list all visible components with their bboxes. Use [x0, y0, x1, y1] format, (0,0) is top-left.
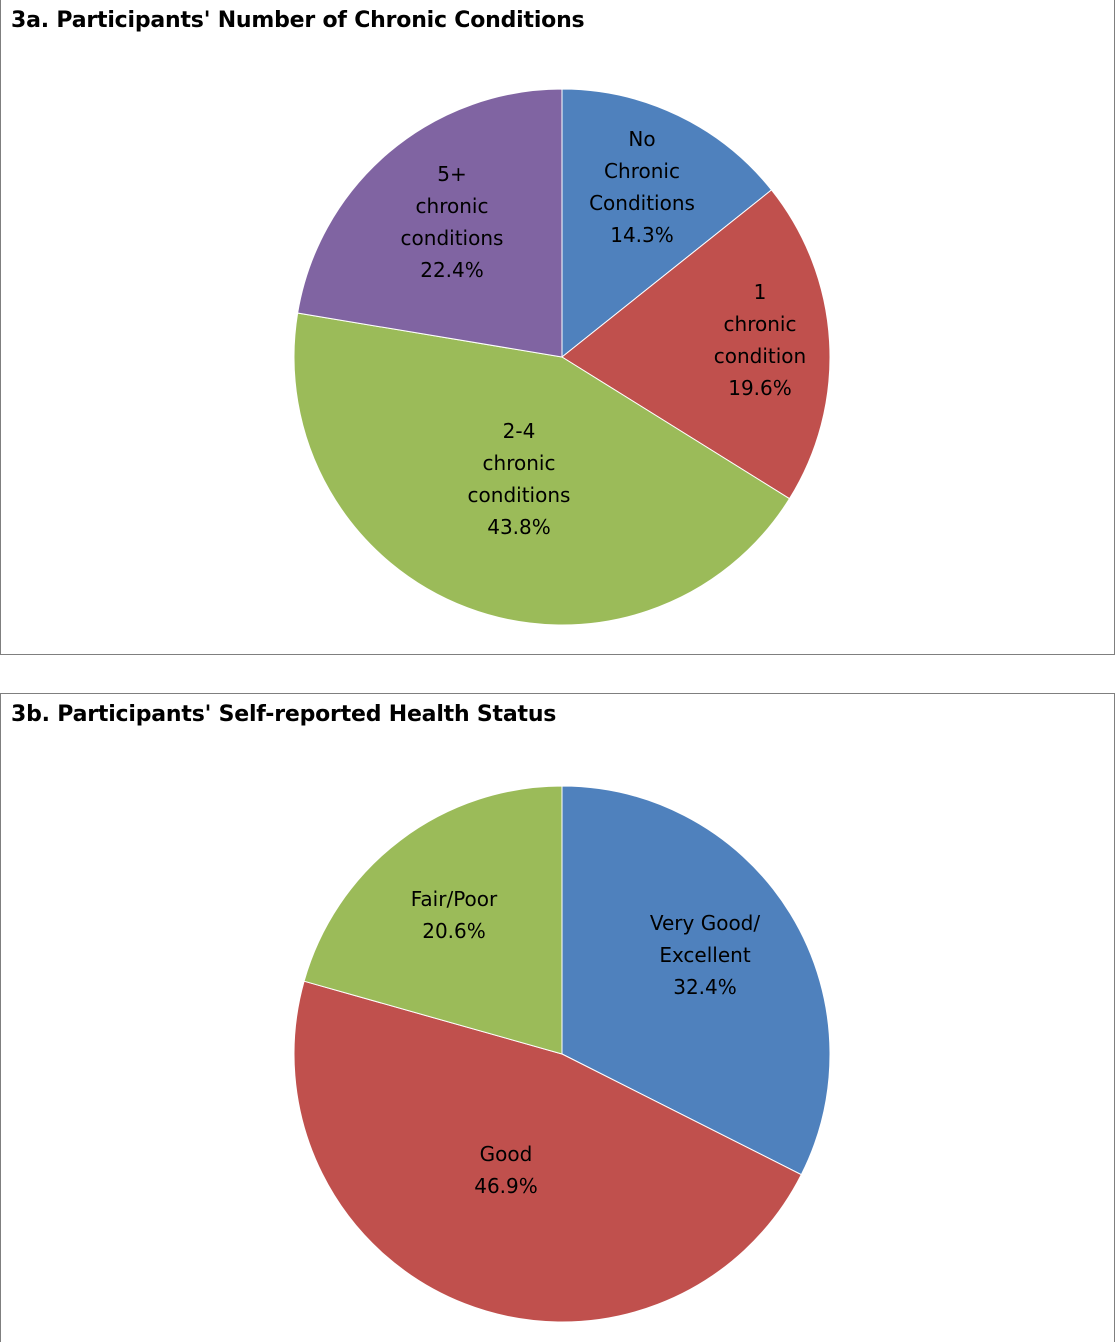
chart-title: 3a. Participants' Number of Chronic Cond…: [11, 8, 585, 33]
slice-value-label: 43.8%: [487, 515, 551, 539]
slice-category-label: Conditions: [589, 191, 695, 215]
pie-chart-health-status: Very Good/Excellent 32.4% Good 46.9% Fair/Po…: [293, 785, 831, 1323]
slice-data-label: 1 chronic condition 19.6%: [714, 280, 806, 400]
slice-category-label: Fair/Poor: [411, 887, 498, 911]
slice-category-label: Very Good/: [650, 911, 761, 935]
slice-value-label: 32.4%: [673, 975, 737, 999]
slice-value-label: 22.4%: [420, 258, 484, 282]
slice-data-label: Good 46.9%: [474, 1142, 538, 1198]
slice-data-label: 5+ chronic conditions 22.4%: [401, 162, 504, 282]
slice-category-label: 5+: [437, 162, 466, 186]
chart-title: 3b. Participants' Self-reported Health S…: [11, 702, 557, 727]
slice-category-label: chronic: [483, 451, 556, 475]
slice-category-label: 1: [754, 280, 767, 304]
pie-slice: [561, 88, 773, 359]
slice-category-label: Excellent: [659, 943, 751, 967]
pie-slice: [561, 189, 831, 500]
pie-slice: [293, 312, 791, 626]
slice-category-label: conditions: [468, 483, 571, 507]
slice-category-label: Good: [480, 1142, 533, 1166]
slice-category-label: chronic: [724, 312, 797, 336]
slice-value-label: 46.9%: [474, 1174, 538, 1198]
pie-chart-chronic-conditions: No Chronic Conditions 14.3% 1 chronic conditio…: [293, 88, 831, 626]
pie-slice: [561, 785, 831, 1176]
slice-data-label: 2-4 chronic conditions 43.8%: [468, 419, 571, 539]
pie-slice: [303, 785, 563, 1055]
slice-value-label: 20.6%: [422, 919, 486, 943]
chart-panel-health-status: 3b. Participants' Self-reported Health S…: [0, 693, 1115, 1342]
slice-category-label: 2-4: [503, 419, 536, 443]
slice-data-label: Fair/Poor 20.6%: [411, 887, 498, 943]
chart-panel-chronic-conditions: 3a. Participants' Number of Chronic Cond…: [0, 0, 1115, 655]
slice-category-label: Chronic: [604, 159, 680, 183]
slice-value-label: 19.6%: [728, 376, 792, 400]
slice-category-label: conditions: [401, 226, 504, 250]
slice-category-label: chronic: [416, 194, 489, 218]
slice-data-label: Very Good/Excellent 32.4%: [650, 911, 761, 999]
slice-value-label: 14.3%: [610, 223, 674, 247]
pie-slice: [297, 88, 563, 358]
slice-category-label: condition: [714, 344, 806, 368]
slice-data-label: No Chronic Conditions 14.3%: [589, 127, 695, 247]
pie-slice: [293, 980, 802, 1323]
slice-category-label: No: [628, 127, 655, 151]
